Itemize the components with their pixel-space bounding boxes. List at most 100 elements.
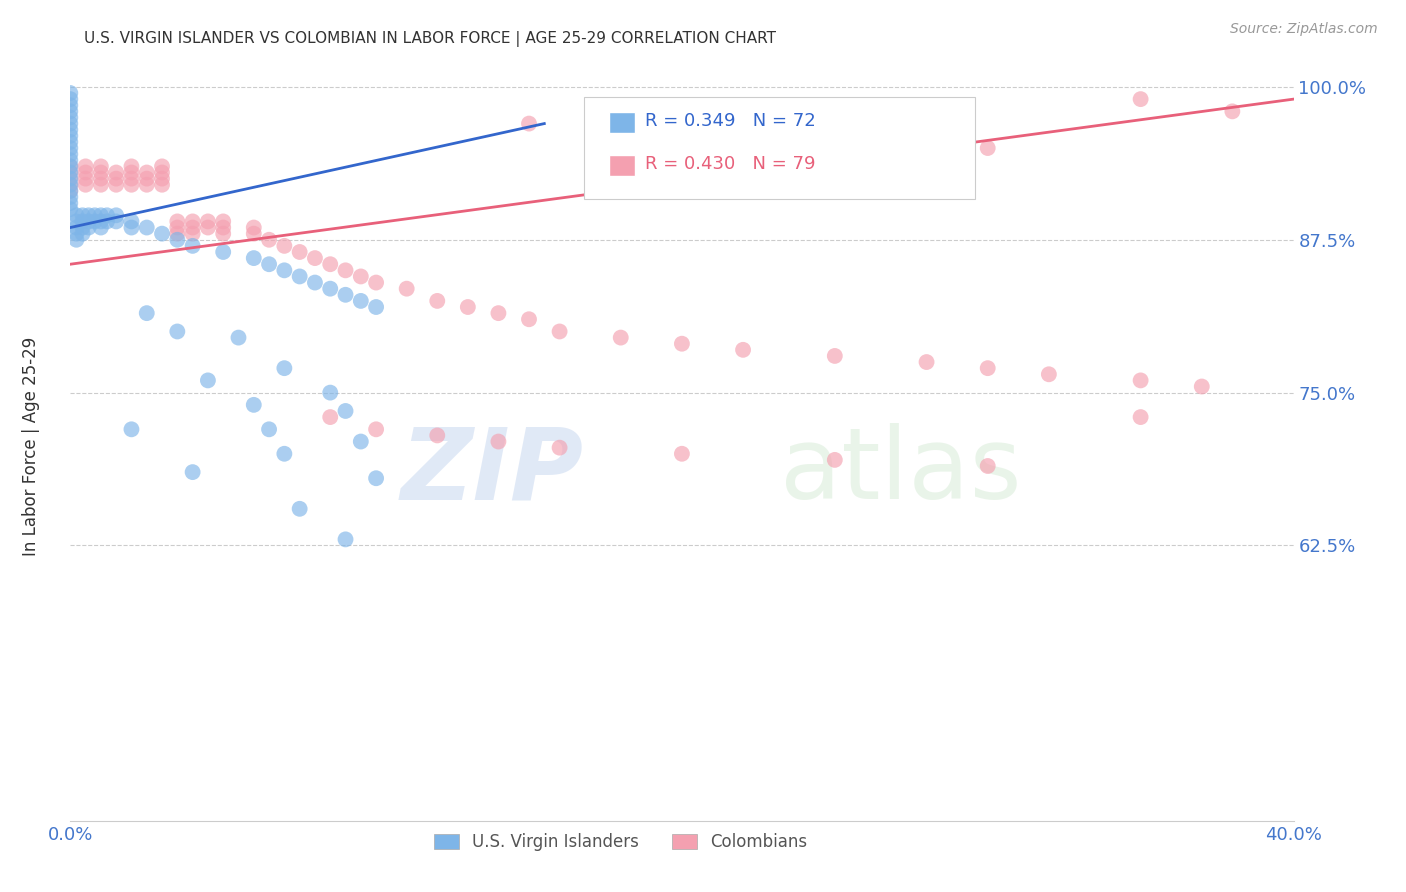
Point bbox=[197, 214, 219, 228]
Point bbox=[335, 263, 357, 277]
Point bbox=[976, 141, 998, 155]
Point bbox=[75, 171, 97, 186]
Point bbox=[517, 312, 540, 326]
Point bbox=[548, 441, 571, 455]
Point bbox=[121, 165, 143, 179]
Point bbox=[212, 227, 235, 241]
Point bbox=[243, 251, 266, 265]
Point bbox=[366, 276, 388, 290]
Text: Source: ZipAtlas.com: Source: ZipAtlas.com bbox=[1230, 22, 1378, 37]
Point bbox=[77, 208, 100, 222]
Point bbox=[212, 220, 235, 235]
Point bbox=[671, 128, 693, 143]
Point bbox=[72, 220, 94, 235]
Point bbox=[273, 239, 295, 253]
Point bbox=[366, 471, 388, 485]
Point bbox=[150, 171, 173, 186]
Point bbox=[212, 244, 235, 259]
Point bbox=[59, 135, 82, 149]
Point bbox=[59, 160, 82, 174]
Point bbox=[59, 165, 82, 179]
Point bbox=[121, 220, 143, 235]
Point bbox=[319, 385, 342, 400]
Point bbox=[228, 330, 250, 344]
Point bbox=[350, 293, 373, 308]
Point bbox=[288, 244, 311, 259]
Point bbox=[350, 269, 373, 284]
Point bbox=[72, 227, 94, 241]
Point bbox=[166, 325, 188, 339]
Point bbox=[1191, 379, 1213, 393]
FancyBboxPatch shape bbox=[609, 155, 636, 177]
Point bbox=[90, 220, 112, 235]
Point bbox=[1129, 92, 1152, 106]
Point bbox=[59, 117, 82, 131]
Point bbox=[105, 171, 128, 186]
Point bbox=[335, 287, 357, 301]
Point bbox=[517, 117, 540, 131]
Text: U.S. VIRGIN ISLANDER VS COLOMBIAN IN LABOR FORCE | AGE 25-29 CORRELATION CHART: U.S. VIRGIN ISLANDER VS COLOMBIAN IN LAB… bbox=[84, 31, 776, 47]
Point bbox=[59, 178, 82, 192]
Point bbox=[273, 361, 295, 376]
Point bbox=[59, 190, 82, 204]
Point bbox=[335, 404, 357, 418]
Point bbox=[181, 465, 204, 479]
Point bbox=[59, 98, 82, 112]
Point bbox=[83, 208, 105, 222]
Point bbox=[59, 92, 82, 106]
Point bbox=[976, 458, 998, 473]
Legend: U.S. Virgin Islanders, Colombians: U.S. Virgin Islanders, Colombians bbox=[427, 827, 814, 858]
Point bbox=[59, 147, 82, 161]
Point bbox=[83, 214, 105, 228]
Point bbox=[121, 171, 143, 186]
Point bbox=[166, 214, 188, 228]
Point bbox=[304, 251, 326, 265]
Point bbox=[319, 282, 342, 296]
Point bbox=[335, 533, 357, 547]
Text: ZIP: ZIP bbox=[401, 424, 583, 520]
Point bbox=[350, 434, 373, 449]
Text: atlas: atlas bbox=[780, 424, 1021, 520]
Point bbox=[135, 220, 157, 235]
Point bbox=[135, 171, 157, 186]
Point bbox=[72, 208, 94, 222]
Point bbox=[166, 220, 188, 235]
Point bbox=[96, 208, 118, 222]
Point bbox=[65, 227, 87, 241]
Point bbox=[59, 202, 82, 217]
Point bbox=[59, 153, 82, 168]
Point bbox=[243, 220, 266, 235]
Point bbox=[135, 178, 157, 192]
Point bbox=[75, 178, 97, 192]
Point bbox=[121, 178, 143, 192]
Point bbox=[90, 178, 112, 192]
Point bbox=[65, 214, 87, 228]
Point bbox=[181, 214, 204, 228]
Point bbox=[610, 330, 633, 344]
Point bbox=[1129, 373, 1152, 387]
Point bbox=[671, 336, 693, 351]
Point bbox=[824, 135, 846, 149]
Point bbox=[65, 220, 87, 235]
Point bbox=[273, 263, 295, 277]
Point bbox=[304, 276, 326, 290]
Point bbox=[105, 214, 128, 228]
Point bbox=[426, 428, 449, 442]
Point bbox=[105, 178, 128, 192]
Point bbox=[166, 233, 188, 247]
Point bbox=[243, 398, 266, 412]
Point bbox=[181, 227, 204, 241]
Point bbox=[733, 343, 755, 357]
Point bbox=[59, 184, 82, 198]
Point bbox=[59, 196, 82, 211]
Point bbox=[319, 257, 342, 271]
Point bbox=[121, 160, 143, 174]
Point bbox=[1038, 368, 1060, 382]
Point bbox=[59, 104, 82, 119]
Point bbox=[150, 165, 173, 179]
Point bbox=[77, 220, 100, 235]
Point bbox=[59, 111, 82, 125]
Point bbox=[59, 178, 82, 192]
Point bbox=[319, 410, 342, 425]
Point bbox=[59, 141, 82, 155]
